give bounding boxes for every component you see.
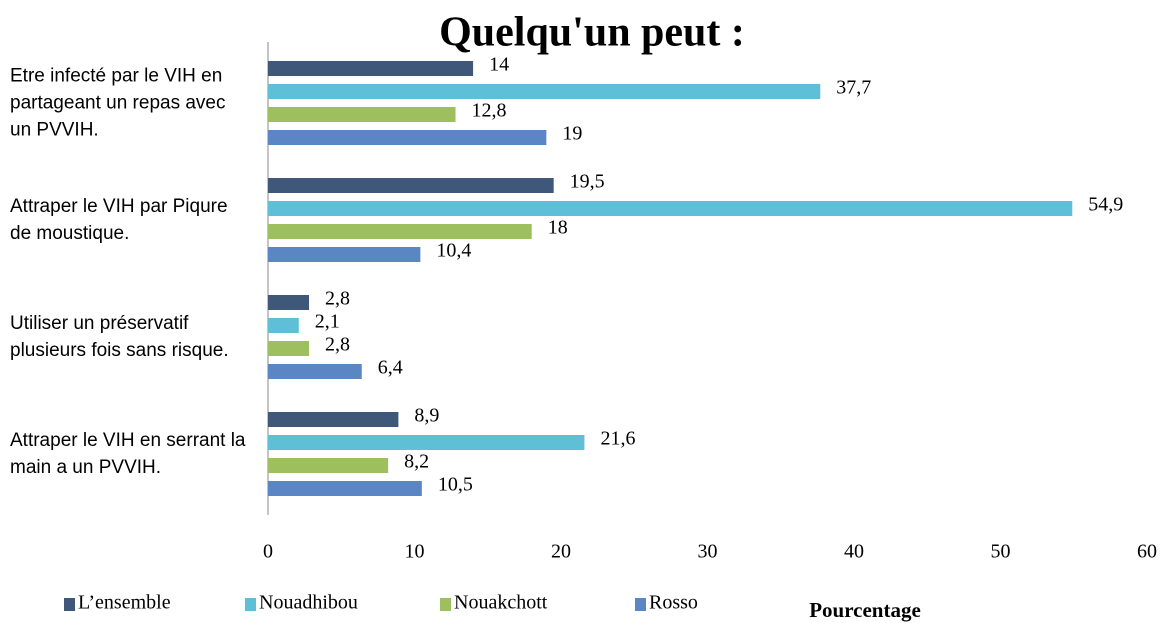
data-label: 14 [489, 54, 509, 76]
legend-swatch [245, 598, 256, 611]
category-label: Utiliser un préservatif plusieurs fois s… [10, 313, 229, 361]
x-tick-label: 0 [263, 541, 273, 563]
x-tick-label: 60 [1137, 541, 1157, 563]
data-label: 19 [562, 123, 582, 145]
bar [268, 130, 547, 145]
category-label: Etre infecté par le VIH en partageant un… [10, 65, 226, 141]
bar [268, 412, 399, 427]
data-label: 2,1 [315, 311, 340, 333]
bar [268, 481, 422, 496]
x-tick-label: 10 [405, 541, 425, 563]
data-label: 19,5 [570, 171, 605, 193]
bar [268, 224, 532, 239]
bar [268, 341, 310, 356]
data-label: 8,9 [414, 405, 439, 427]
chart-title: Quelqu'un peut : [439, 10, 745, 56]
data-label: 8,2 [404, 451, 429, 473]
bar [268, 107, 456, 122]
x-axis-label: Pourcentage [809, 598, 921, 622]
data-label: 10,5 [438, 474, 473, 496]
legend-label: Nouakchott [454, 592, 548, 614]
legend-label: L’ensemble [78, 592, 171, 614]
bar [268, 295, 310, 310]
data-label: 21,6 [600, 428, 635, 450]
category-label: Attraper le VIH par Piqure de moustique. [10, 196, 228, 244]
data-label: 37,7 [836, 77, 871, 99]
data-label: 54,9 [1088, 194, 1123, 216]
data-label: 2,8 [325, 288, 350, 310]
data-label: 2,8 [325, 334, 350, 356]
bar [268, 84, 821, 99]
bar [268, 61, 474, 76]
x-tick-label: 40 [844, 541, 864, 563]
legend-swatch [635, 598, 646, 611]
x-tick-label: 30 [698, 541, 718, 563]
bar [268, 178, 554, 193]
category-label: Attraper le VIH en serrant la main a un … [10, 430, 246, 478]
data-label: 18 [548, 217, 568, 239]
bar [268, 247, 421, 262]
legend-label: Nouadhibou [259, 592, 358, 614]
legend-swatch [64, 598, 75, 611]
bar [268, 458, 389, 473]
bar [268, 364, 362, 379]
x-tick-label: 20 [551, 541, 571, 563]
bar [268, 201, 1073, 216]
bar [268, 318, 299, 333]
legend-swatch [440, 598, 451, 611]
data-label: 10,4 [436, 240, 471, 262]
legend-label: Rosso [649, 592, 698, 614]
x-tick-label: 50 [991, 541, 1011, 563]
data-label: 12,8 [472, 100, 507, 122]
data-label: 6,4 [378, 357, 403, 379]
bar [268, 435, 585, 450]
